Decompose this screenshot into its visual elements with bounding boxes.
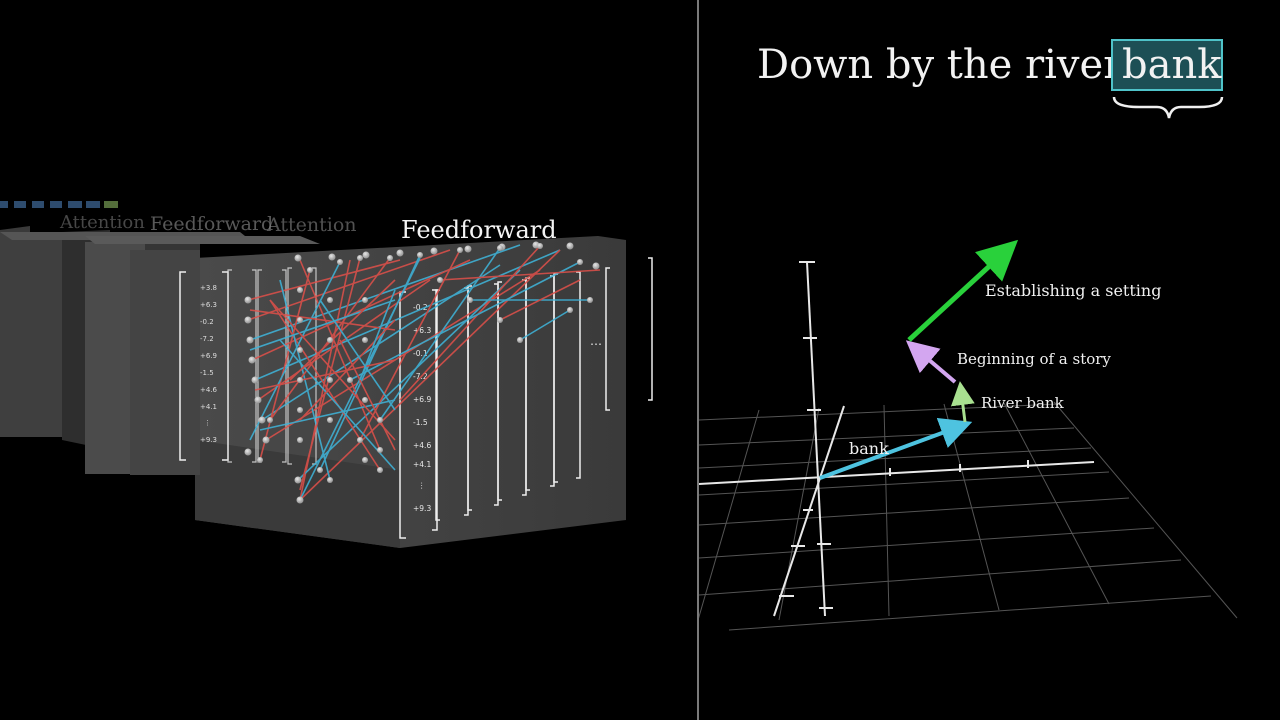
network-nodes xyxy=(244,241,600,504)
feedforward-label: Feedforward xyxy=(401,216,557,244)
feedforward-label-back: Feedforward xyxy=(150,213,273,235)
attention-label-back: Attention xyxy=(266,214,357,236)
vector-bank xyxy=(819,417,973,480)
vec-cell: -0.1 xyxy=(413,349,428,358)
vec-cell: +3.8 xyxy=(200,284,217,292)
network-connections xyxy=(247,244,601,501)
vec-cell: +6.9 xyxy=(413,395,431,404)
embedding-space-illustration: Down by the river bank xyxy=(699,39,1238,631)
vec-cell: +4.6 xyxy=(413,441,431,450)
label-bank: bank xyxy=(849,439,889,458)
vec-cell: -1.5 xyxy=(200,369,214,377)
vec-cell: -0.2 xyxy=(200,318,214,326)
transformer-stack-illustration: Attention Feedforward Attention +3.8 +6.… xyxy=(0,201,653,548)
vector-setting xyxy=(907,239,1019,342)
highlighted-word: bank xyxy=(1122,42,1222,88)
vec-cell: +4.1 xyxy=(200,403,217,411)
vec-cell: +6.3 xyxy=(413,326,431,335)
vec-cell: +9.3 xyxy=(200,436,217,444)
sentence-text: Down by the river xyxy=(757,42,1123,88)
axes xyxy=(699,261,1095,617)
vec-cell: +6.9 xyxy=(200,352,217,360)
embedding-space-panel: Down by the river bank xyxy=(699,0,1280,720)
vec-cell: +6.3 xyxy=(200,301,217,309)
vec-cell: +9.3 xyxy=(413,504,431,513)
vec-cell: ⋮ xyxy=(418,481,426,490)
ellipsis: … xyxy=(590,334,602,348)
vec-cell: +4.1 xyxy=(413,460,431,469)
vector-story xyxy=(905,340,957,384)
brace-icon xyxy=(1112,96,1224,119)
y-axis xyxy=(806,261,826,617)
transformer-stack-panel: Attention Feedforward Attention +3.8 +6.… xyxy=(0,201,653,548)
vec-cell: +4.6 xyxy=(200,386,218,394)
label-story: Beginning of a story xyxy=(957,350,1111,368)
label-river-bank: River bank xyxy=(981,394,1065,412)
grid-floor xyxy=(699,401,1238,631)
vector-river-bank xyxy=(950,381,975,423)
attention-label-far: Attention xyxy=(59,212,145,233)
output-vector: -0.2 +6.3 -0.1 -7.2 +6.9 -1.5 +4.6 +4.1 … xyxy=(413,303,602,513)
panel-divider xyxy=(697,0,699,720)
highlight-box xyxy=(1111,39,1223,91)
vec-cell: -0.2 xyxy=(413,303,428,312)
feedforward-block xyxy=(130,236,626,548)
vec-cell: -1.5 xyxy=(413,418,428,427)
back-block-3 xyxy=(0,232,320,244)
far-layer-row xyxy=(0,201,118,208)
vec-cell: -7.2 xyxy=(200,335,214,343)
input-vector: +3.8 +6.3 -0.2 -7.2 +6.9 -1.5 +4.6 +4.1 … xyxy=(179,271,229,461)
vec-cell: ⋮ xyxy=(204,419,211,427)
label-setting: Establishing a setting xyxy=(985,281,1161,300)
